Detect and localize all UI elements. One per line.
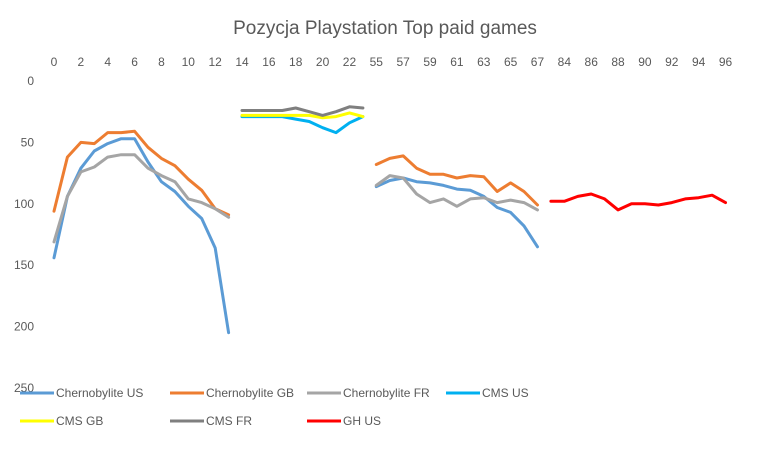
series-layer: [52, 105, 727, 335]
legend-item: CMS US: [446, 386, 529, 400]
x-tick-label: 84: [558, 55, 572, 69]
legend-label: CMS US: [482, 386, 529, 400]
legend-label: Chernobylite FR: [343, 386, 430, 400]
x-tick-label: 55: [370, 55, 384, 69]
series-line: [52, 137, 231, 335]
series-line: [374, 176, 539, 249]
series-line: [549, 192, 727, 212]
y-tick-label: 150: [14, 258, 34, 272]
x-tick-label: 57: [397, 55, 411, 69]
legend-label: CMS GB: [56, 414, 103, 428]
series-line: [240, 111, 365, 120]
legend-item: Chernobylite FR: [307, 386, 430, 400]
x-tick-label: 59: [423, 55, 437, 69]
series-cms-us: [240, 115, 365, 135]
y-tick-label: 200: [14, 320, 34, 334]
series-line: [52, 153, 231, 244]
legend-label: GH US: [343, 414, 381, 428]
x-tick-label: 8: [158, 55, 165, 69]
x-tick-label: 67: [531, 55, 545, 69]
x-tick-label: 63: [477, 55, 491, 69]
legend-label: CMS FR: [206, 414, 252, 428]
y-tick-label: 50: [21, 135, 35, 149]
x-tick-label: 10: [182, 55, 196, 69]
series-chernobylite-us: [52, 137, 539, 335]
legend: Chernobylite US Chernobylite GB Chernobyli…: [20, 386, 529, 428]
x-tick-label: 94: [692, 55, 706, 69]
x-tick-label: 61: [450, 55, 464, 69]
series-chernobylite-gb: [52, 129, 539, 217]
legend-item: CMS GB: [20, 414, 103, 428]
x-tick-label: 65: [504, 55, 518, 69]
series-gh-us: [549, 192, 727, 212]
y-tick-label: 100: [14, 197, 34, 211]
series-line: [374, 154, 539, 207]
x-tick-label: 2: [78, 55, 85, 69]
x-tick-label: 96: [719, 55, 733, 69]
x-tick-label: 90: [638, 55, 652, 69]
x-tick-label: 86: [585, 55, 599, 69]
x-tick-label: 4: [104, 55, 111, 69]
x-tick-label: 14: [235, 55, 249, 69]
series-cms-gb: [240, 111, 365, 120]
series-cms-fr: [240, 105, 365, 117]
x-tick-label: 18: [289, 55, 303, 69]
series-line: [374, 174, 539, 212]
x-tick-label: 22: [343, 55, 357, 69]
legend-label: Chernobylite US: [56, 386, 143, 400]
series-chernobylite-fr: [52, 153, 539, 244]
x-tick-label: 88: [611, 55, 625, 69]
chart-title: Pozycja Playstation Top paid games: [233, 18, 537, 39]
legend-item: GH US: [307, 414, 381, 428]
x-tick-label: 6: [131, 55, 138, 69]
series-line: [240, 115, 365, 135]
legend-item: Chernobylite US: [20, 386, 143, 400]
legend-item: Chernobylite GB: [170, 386, 294, 400]
legend-label: Chernobylite GB: [206, 386, 294, 400]
x-axis: 0 2 4 6 8 10 12 14 16 18 20 22 55 57 59 61 63 65 67 84 86 88 9…: [51, 55, 733, 69]
series-line: [240, 105, 365, 117]
y-tick-label: 0: [27, 74, 34, 88]
x-tick-label: 92: [665, 55, 679, 69]
x-tick-label: 12: [208, 55, 222, 69]
legend-item: CMS FR: [170, 414, 252, 428]
series-line: [52, 129, 231, 217]
x-tick-label: 20: [316, 55, 330, 69]
x-tick-label: 16: [262, 55, 276, 69]
x-tick-label: 0: [51, 55, 58, 69]
